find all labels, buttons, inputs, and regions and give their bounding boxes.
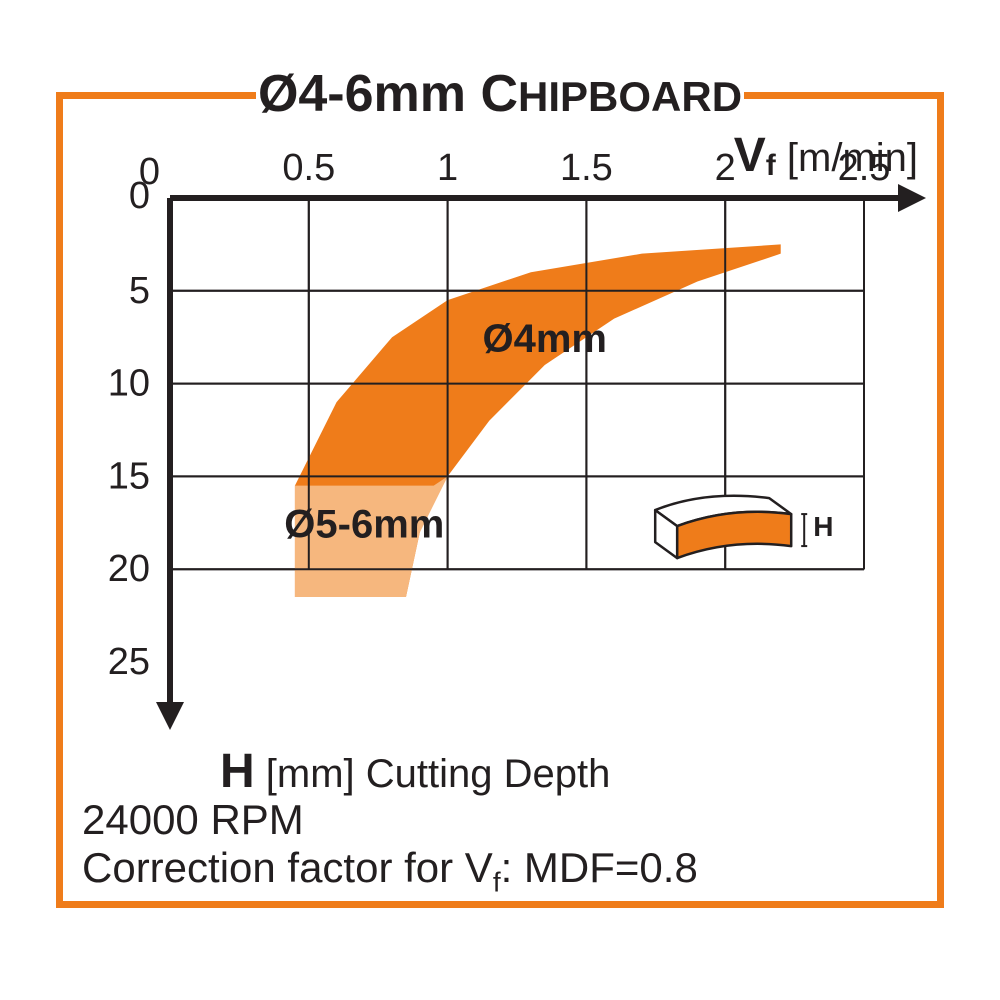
svg-text:1: 1 xyxy=(437,147,458,189)
svg-text:1.5: 1.5 xyxy=(560,147,613,189)
footer-line1: 24000 RPM xyxy=(82,796,698,844)
footer-line2-sub: f xyxy=(493,867,501,898)
y-axis-var: H xyxy=(220,745,255,798)
svg-text:15: 15 xyxy=(108,455,150,497)
svg-text:25: 25 xyxy=(108,641,150,683)
footer-line2-pre: Correction factor for V xyxy=(82,844,493,891)
footer-line2-post: : MDF=0.8 xyxy=(501,844,698,891)
svg-text:2: 2 xyxy=(715,147,736,189)
footer: 24000 RPM Correction factor for Vf: MDF=… xyxy=(82,796,698,899)
svg-text:Ø4mm: Ø4mm xyxy=(483,317,608,361)
svg-text:H: H xyxy=(813,511,833,542)
svg-text:10: 10 xyxy=(108,363,150,405)
y-axis-title: H [mm] Cutting Depth xyxy=(220,744,610,799)
footer-line2: Correction factor for Vf: MDF=0.8 xyxy=(82,844,698,899)
svg-text:20: 20 xyxy=(108,548,150,590)
title-size: Ø4-6mm xyxy=(258,65,481,123)
svg-text:2.5: 2.5 xyxy=(838,147,891,189)
svg-text:5: 5 xyxy=(129,270,150,312)
chart-title: Ø4-6mm CHIPBOARD xyxy=(256,64,744,120)
y-axis-rest: [mm] Cutting Depth xyxy=(255,752,611,796)
plot-svg: 00.511.522.50510152025Ø4mmØ5-6mmH xyxy=(56,120,944,840)
title-material-rest: HIPBOARD xyxy=(518,73,742,120)
title-material-cap: C xyxy=(480,65,518,123)
svg-text:0.5: 0.5 xyxy=(282,147,335,189)
svg-text:Ø5-6mm: Ø5-6mm xyxy=(284,503,444,547)
svg-text:0: 0 xyxy=(129,175,150,217)
